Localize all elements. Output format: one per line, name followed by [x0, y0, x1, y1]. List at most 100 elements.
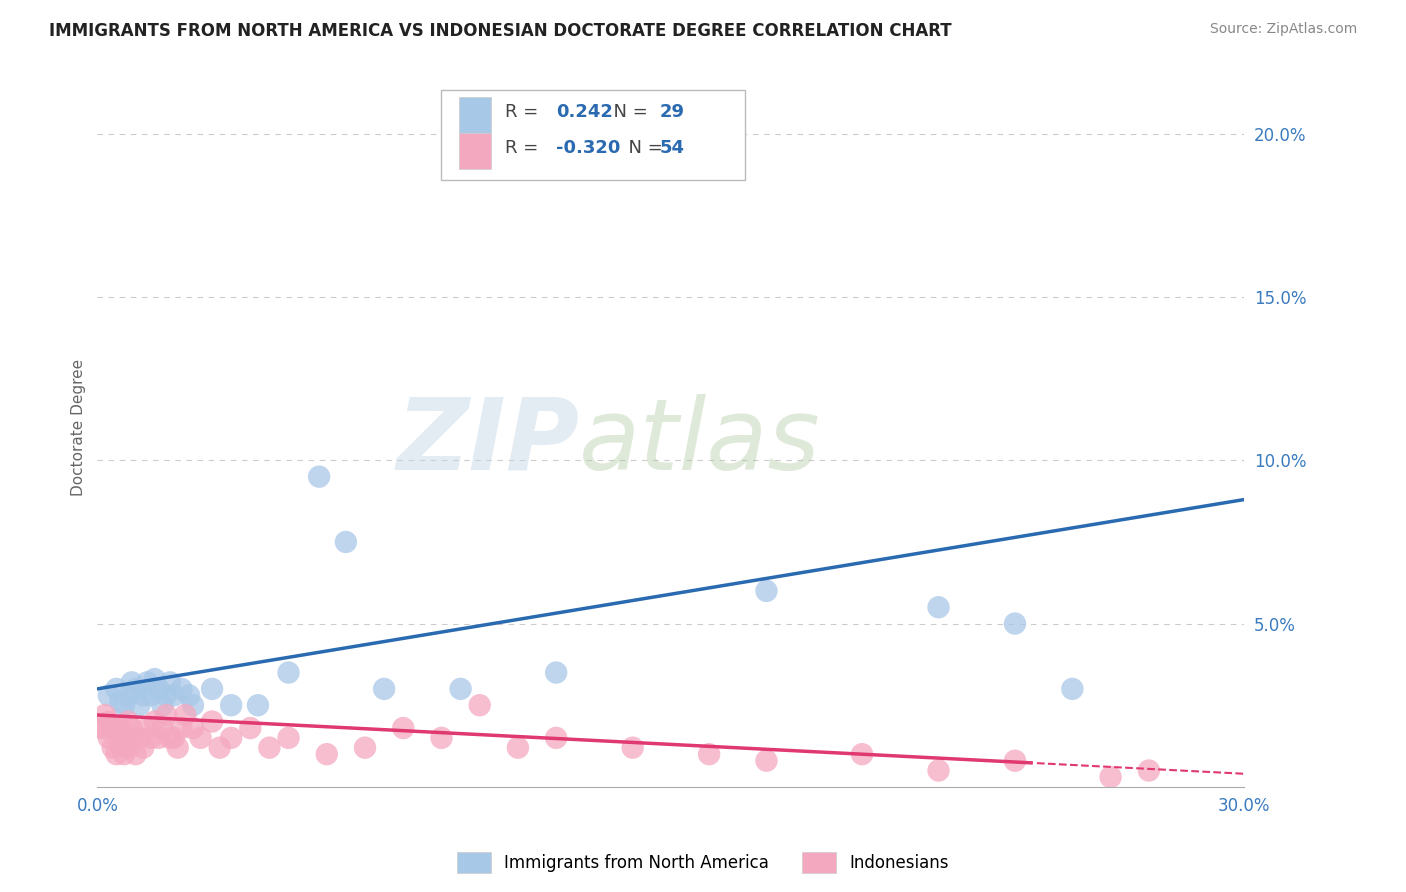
Point	[928, 600, 950, 615]
Text: R =: R =	[505, 103, 544, 120]
Point	[121, 675, 143, 690]
Point	[121, 721, 143, 735]
Text: 29: 29	[659, 103, 685, 120]
Point	[159, 731, 181, 745]
FancyBboxPatch shape	[458, 97, 491, 133]
Text: 0.242: 0.242	[557, 103, 613, 120]
Point	[150, 698, 173, 713]
Point	[136, 675, 159, 690]
Point	[110, 721, 132, 735]
Point	[90, 721, 112, 735]
Point	[219, 731, 242, 745]
Point	[354, 740, 377, 755]
Point	[546, 665, 568, 680]
Point	[181, 698, 204, 713]
Point	[246, 698, 269, 713]
Point	[1062, 681, 1084, 696]
Point	[132, 689, 155, 703]
Point	[1004, 616, 1026, 631]
Point	[117, 714, 139, 729]
Point	[117, 689, 139, 703]
Point	[621, 740, 644, 755]
Point	[121, 731, 143, 745]
Point	[239, 721, 262, 735]
Point	[128, 731, 150, 745]
Point	[136, 721, 159, 735]
Point	[110, 738, 132, 752]
Point	[105, 721, 128, 735]
Y-axis label: Doctorate Degree: Doctorate Degree	[72, 359, 86, 496]
Point	[97, 689, 120, 703]
Point	[755, 583, 778, 598]
Point	[208, 740, 231, 755]
Point	[163, 731, 186, 745]
Point	[506, 740, 529, 755]
Text: 54: 54	[659, 138, 685, 156]
Point	[155, 708, 177, 723]
Point	[277, 665, 299, 680]
Point	[373, 681, 395, 696]
Point	[143, 714, 166, 729]
Point	[148, 681, 170, 696]
Point	[219, 698, 242, 713]
Point	[128, 698, 150, 713]
Point	[105, 747, 128, 762]
Point	[139, 731, 162, 745]
Point	[277, 731, 299, 745]
Point	[124, 747, 146, 762]
Legend: Immigrants from North America, Indonesians: Immigrants from North America, Indonesia…	[451, 846, 955, 880]
Point	[166, 740, 188, 755]
Text: atlas: atlas	[579, 393, 821, 491]
Point	[112, 698, 135, 713]
Point	[179, 689, 201, 703]
Point	[94, 721, 117, 735]
Point	[315, 747, 337, 762]
Point	[170, 681, 193, 696]
Point	[308, 469, 330, 483]
Point	[201, 681, 224, 696]
Point	[190, 731, 212, 745]
FancyBboxPatch shape	[441, 90, 745, 180]
Point	[101, 721, 124, 735]
Text: R =: R =	[505, 138, 544, 156]
Point	[170, 721, 193, 735]
Point	[468, 698, 491, 713]
Text: Source: ZipAtlas.com: Source: ZipAtlas.com	[1209, 22, 1357, 37]
Point	[139, 689, 162, 703]
Point	[697, 747, 720, 762]
Point	[101, 740, 124, 755]
Point	[163, 689, 186, 703]
Point	[97, 714, 120, 729]
Point	[1099, 770, 1122, 784]
Point	[201, 714, 224, 729]
Point	[928, 764, 950, 778]
Point	[335, 535, 357, 549]
Point	[124, 681, 146, 696]
Text: -0.320: -0.320	[557, 138, 620, 156]
Point	[546, 731, 568, 745]
Text: N =: N =	[617, 138, 668, 156]
Point	[112, 731, 135, 745]
Text: IMMIGRANTS FROM NORTH AMERICA VS INDONESIAN DOCTORATE DEGREE CORRELATION CHART: IMMIGRANTS FROM NORTH AMERICA VS INDONES…	[49, 22, 952, 40]
Point	[755, 754, 778, 768]
Point	[1137, 764, 1160, 778]
Point	[181, 721, 204, 735]
Point	[150, 721, 173, 735]
Point	[97, 731, 120, 745]
Point	[110, 695, 132, 709]
Point	[174, 708, 197, 723]
Point	[259, 740, 281, 755]
Point	[132, 740, 155, 755]
Point	[143, 672, 166, 686]
Point	[450, 681, 472, 696]
Point	[117, 740, 139, 755]
Point	[155, 689, 177, 703]
Text: N =: N =	[602, 103, 654, 120]
Point	[392, 721, 415, 735]
Text: ZIP: ZIP	[396, 393, 579, 491]
FancyBboxPatch shape	[458, 133, 491, 169]
Point	[430, 731, 453, 745]
Point	[105, 681, 128, 696]
Point	[851, 747, 873, 762]
Point	[112, 747, 135, 762]
